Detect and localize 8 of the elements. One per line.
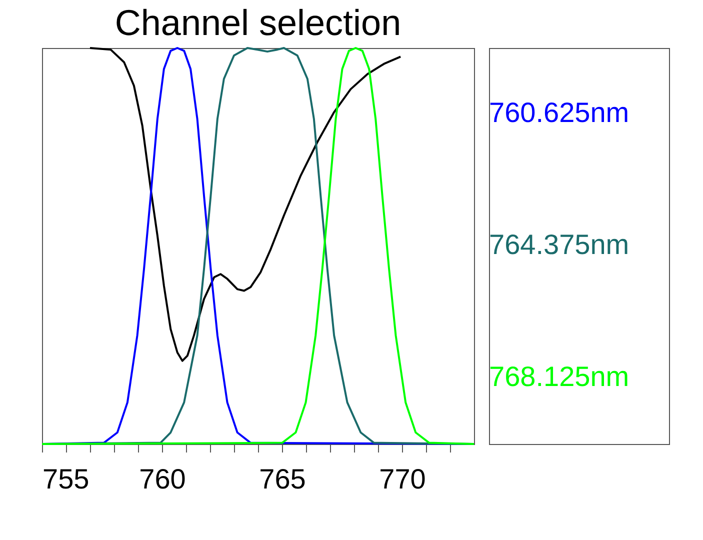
x-tick-label: 770 (379, 464, 426, 494)
text: 760.625nm (489, 97, 630, 128)
x-tick-label: 760 (139, 464, 186, 494)
x-tick-label: 765 (259, 464, 306, 494)
series-label: 768.125nm (489, 361, 630, 392)
chart-title: Channel selection (114, 2, 402, 43)
text: 764.375nm (489, 229, 630, 260)
x-tick-label: 755 (42, 464, 90, 494)
